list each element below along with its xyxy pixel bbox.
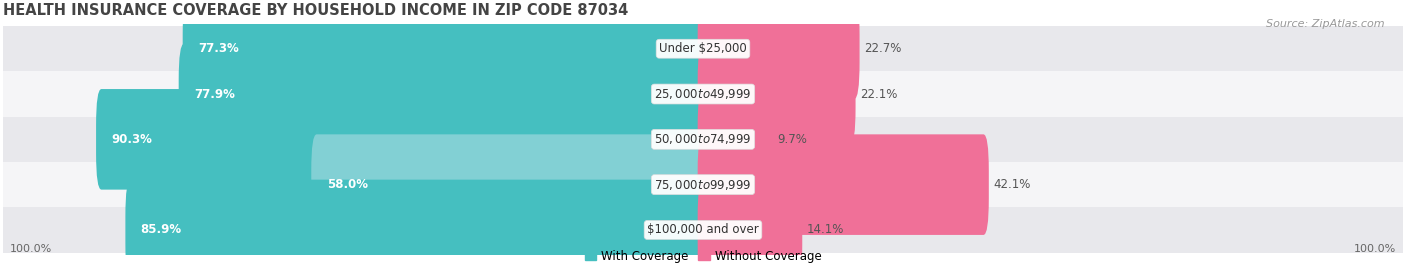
Bar <box>3 162 1403 207</box>
Text: $100,000 and over: $100,000 and over <box>647 224 759 236</box>
FancyBboxPatch shape <box>96 89 709 190</box>
Text: 22.1%: 22.1% <box>860 87 897 101</box>
Legend: With Coverage, Without Coverage: With Coverage, Without Coverage <box>579 245 827 267</box>
Text: Source: ZipAtlas.com: Source: ZipAtlas.com <box>1267 19 1385 29</box>
FancyBboxPatch shape <box>697 134 988 235</box>
Text: 77.9%: 77.9% <box>194 87 235 101</box>
Bar <box>3 71 1403 117</box>
Bar <box>3 207 1403 253</box>
Text: $50,000 to $74,999: $50,000 to $74,999 <box>654 132 752 146</box>
Text: 85.9%: 85.9% <box>141 224 181 236</box>
FancyBboxPatch shape <box>697 0 859 99</box>
Bar <box>3 26 1403 71</box>
Text: 90.3%: 90.3% <box>111 133 152 146</box>
Text: 42.1%: 42.1% <box>994 178 1031 191</box>
Text: 58.0%: 58.0% <box>326 178 367 191</box>
FancyBboxPatch shape <box>697 44 856 144</box>
Text: Under $25,000: Under $25,000 <box>659 42 747 55</box>
FancyBboxPatch shape <box>179 44 709 144</box>
FancyBboxPatch shape <box>311 134 709 235</box>
Bar <box>3 117 1403 162</box>
Text: 22.7%: 22.7% <box>865 42 901 55</box>
Text: $25,000 to $49,999: $25,000 to $49,999 <box>654 87 752 101</box>
Text: 77.3%: 77.3% <box>198 42 239 55</box>
FancyBboxPatch shape <box>125 180 709 269</box>
Text: HEALTH INSURANCE COVERAGE BY HOUSEHOLD INCOME IN ZIP CODE 87034: HEALTH INSURANCE COVERAGE BY HOUSEHOLD I… <box>3 3 628 19</box>
Text: 14.1%: 14.1% <box>807 224 845 236</box>
FancyBboxPatch shape <box>183 0 709 99</box>
Text: 100.0%: 100.0% <box>10 243 52 253</box>
FancyBboxPatch shape <box>697 89 773 190</box>
FancyBboxPatch shape <box>697 180 803 269</box>
Text: $75,000 to $99,999: $75,000 to $99,999 <box>654 178 752 192</box>
Text: 9.7%: 9.7% <box>778 133 807 146</box>
Text: 100.0%: 100.0% <box>1354 243 1396 253</box>
